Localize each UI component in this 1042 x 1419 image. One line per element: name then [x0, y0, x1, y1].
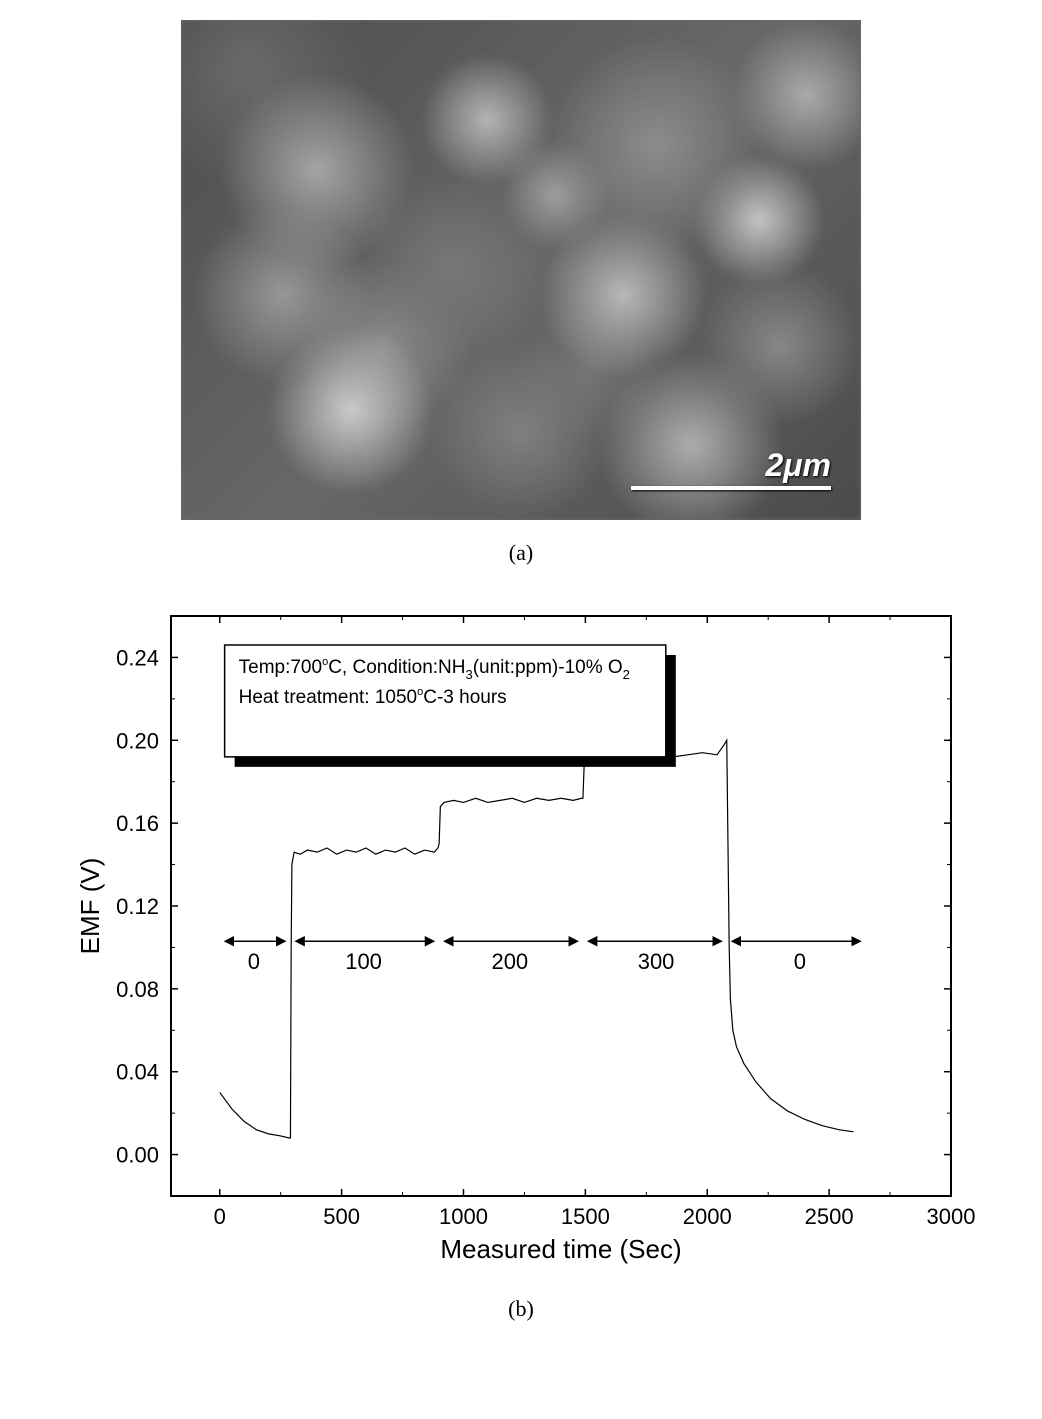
sem-texture [181, 20, 861, 520]
x-tick-label: 3000 [927, 1204, 976, 1229]
y-tick-label: 0.24 [116, 645, 159, 670]
y-tick-label: 0.16 [116, 811, 159, 836]
level-label: 0 [248, 949, 260, 974]
y-tick-label: 0.12 [116, 894, 159, 919]
level-label: 200 [491, 949, 528, 974]
y-tick-label: 0.08 [116, 977, 159, 1002]
x-tick-label: 0 [214, 1204, 226, 1229]
x-axis-label: Measured time (Sec) [440, 1234, 681, 1264]
x-tick-label: 2500 [805, 1204, 854, 1229]
x-tick-label: 500 [323, 1204, 360, 1229]
scale-bar: 2μm [631, 447, 831, 490]
scale-bar-line [631, 486, 831, 490]
emf-chart: 0500100015002000250030000.000.040.080.12… [61, 596, 981, 1276]
level-label: 300 [638, 949, 675, 974]
sem-micrograph: 2μm [181, 20, 861, 520]
y-tick-label: 0.00 [116, 1143, 159, 1168]
scale-bar-label: 2μm [765, 447, 831, 484]
level-label: 0 [794, 949, 806, 974]
x-tick-label: 1500 [561, 1204, 610, 1229]
x-tick-label: 1000 [439, 1204, 488, 1229]
x-tick-label: 2000 [683, 1204, 732, 1229]
y-tick-label: 0.20 [116, 728, 159, 753]
chart-svg: 0500100015002000250030000.000.040.080.12… [61, 596, 981, 1276]
level-label: 100 [345, 949, 382, 974]
subfigure-label-a: (a) [20, 540, 1022, 566]
figure-container: 2μm (a) 0500100015002000250030000.000.04… [0, 0, 1042, 1372]
y-axis-label: EMF (V) [75, 858, 105, 955]
condition-line2: Heat treatment: 1050oC-3 hours [239, 686, 507, 708]
y-tick-label: 0.04 [116, 1060, 159, 1085]
subfigure-label-b: (b) [20, 1296, 1022, 1322]
